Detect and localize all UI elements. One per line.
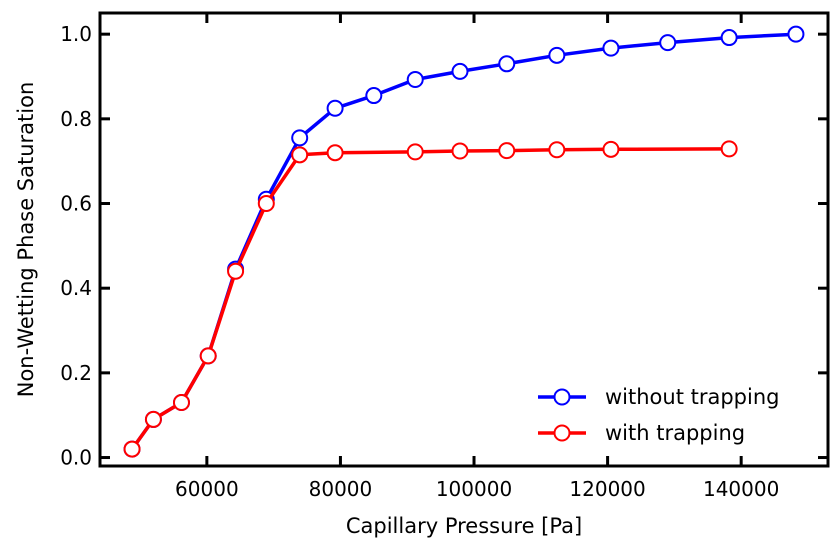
x-axis-label: Capillary Pressure [Pa] xyxy=(346,514,582,538)
plot-frame xyxy=(98,11,830,468)
series-layer xyxy=(123,25,805,458)
y-tick-label: 1.0 xyxy=(60,22,92,46)
data-point xyxy=(787,25,805,43)
y-tick-label: 0.4 xyxy=(60,276,92,300)
data-point xyxy=(451,142,469,160)
data-point xyxy=(123,440,141,458)
legend-marker xyxy=(553,424,571,442)
x-tick-label: 80000 xyxy=(309,477,373,501)
data-point xyxy=(406,143,424,161)
series-with-trapping xyxy=(123,140,738,458)
data-point xyxy=(602,140,620,158)
legend-entry-label: with trapping xyxy=(605,421,745,445)
y-tick-label: 0.8 xyxy=(60,107,92,131)
x-tick-label: 120000 xyxy=(569,477,645,501)
y-axis-label: Non-Wetting Phase Saturation xyxy=(14,82,38,398)
data-point xyxy=(227,262,245,280)
x-tick-label: 60000 xyxy=(175,477,239,501)
data-point xyxy=(406,70,424,88)
data-point xyxy=(291,129,309,147)
data-point xyxy=(144,410,162,428)
data-point xyxy=(720,29,738,47)
data-point xyxy=(199,347,217,365)
data-point xyxy=(498,142,516,160)
legend-entry-label: without trapping xyxy=(605,385,780,409)
data-point xyxy=(326,99,344,117)
y-tick-label: 0.0 xyxy=(60,446,92,470)
y-tick-label: 0.6 xyxy=(60,192,92,216)
x-tick-label: 100000 xyxy=(436,477,512,501)
axes: 60000 80000 100000 120000 140000 0.0 0.2 0.4 0.6… xyxy=(60,11,830,501)
data-point xyxy=(548,46,566,64)
data-point xyxy=(659,34,677,52)
data-point xyxy=(548,141,566,159)
legend: without trapping with trapping xyxy=(538,385,780,445)
data-point xyxy=(257,195,275,213)
data-point xyxy=(720,140,738,158)
data-point xyxy=(326,144,344,162)
data-point xyxy=(291,146,309,164)
data-point xyxy=(451,62,469,80)
data-point xyxy=(602,39,620,57)
x-tick-label: 140000 xyxy=(703,477,779,501)
legend-marker xyxy=(553,388,571,406)
data-point xyxy=(172,393,190,411)
data-point xyxy=(498,55,516,73)
y-tick-label: 0.2 xyxy=(60,361,92,385)
data-point xyxy=(365,87,383,105)
